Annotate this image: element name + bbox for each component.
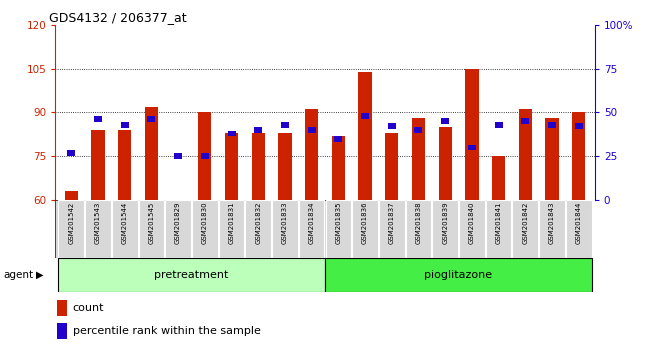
- Bar: [85, 200, 111, 258]
- Bar: [326, 200, 351, 258]
- Bar: [495, 122, 502, 127]
- Bar: [432, 200, 458, 258]
- Text: GSM201834: GSM201834: [309, 202, 315, 244]
- Bar: [148, 116, 155, 122]
- Bar: [459, 200, 485, 258]
- Text: GDS4132 / 206377_at: GDS4132 / 206377_at: [49, 11, 187, 24]
- Text: GSM201843: GSM201843: [549, 202, 555, 244]
- Bar: [138, 200, 164, 258]
- Text: pretreatment: pretreatment: [154, 270, 229, 280]
- Text: GSM201839: GSM201839: [442, 202, 448, 244]
- Text: GSM201542: GSM201542: [68, 202, 74, 244]
- Bar: [305, 109, 318, 200]
- Bar: [57, 300, 68, 316]
- Text: GSM201842: GSM201842: [523, 202, 528, 244]
- Bar: [519, 109, 532, 200]
- Text: pioglitazone: pioglitazone: [424, 270, 493, 280]
- Bar: [512, 200, 538, 258]
- Text: ▶: ▶: [36, 270, 44, 280]
- Bar: [572, 113, 586, 200]
- Bar: [521, 118, 529, 124]
- Bar: [112, 200, 138, 258]
- Text: GSM201833: GSM201833: [282, 202, 288, 244]
- Bar: [406, 200, 432, 258]
- Bar: [165, 200, 191, 258]
- Bar: [118, 130, 131, 200]
- Bar: [272, 200, 298, 258]
- Bar: [412, 118, 425, 200]
- Text: agent: agent: [3, 270, 33, 280]
- Bar: [246, 200, 271, 258]
- Bar: [281, 122, 289, 127]
- Bar: [254, 127, 262, 133]
- Bar: [388, 124, 396, 129]
- Bar: [358, 72, 372, 200]
- Bar: [198, 113, 211, 200]
- Text: GSM201830: GSM201830: [202, 202, 208, 244]
- Bar: [352, 200, 378, 258]
- Text: count: count: [73, 303, 104, 313]
- Bar: [545, 118, 559, 200]
- Bar: [379, 200, 404, 258]
- Text: GSM201836: GSM201836: [362, 202, 368, 244]
- Bar: [278, 133, 292, 200]
- Bar: [548, 122, 556, 127]
- Bar: [325, 258, 592, 292]
- Bar: [94, 116, 102, 122]
- Bar: [540, 200, 565, 258]
- Bar: [332, 136, 345, 200]
- Bar: [64, 191, 78, 200]
- Bar: [227, 131, 235, 136]
- Bar: [385, 133, 398, 200]
- Bar: [486, 200, 512, 258]
- Bar: [225, 133, 238, 200]
- Bar: [91, 130, 105, 200]
- Text: GSM201841: GSM201841: [495, 202, 502, 244]
- Text: GSM201838: GSM201838: [415, 202, 421, 244]
- Bar: [307, 127, 316, 133]
- Text: GSM201545: GSM201545: [148, 202, 155, 244]
- Bar: [192, 200, 218, 258]
- Text: GSM201835: GSM201835: [335, 202, 341, 244]
- Bar: [361, 113, 369, 119]
- Bar: [575, 124, 583, 129]
- Bar: [57, 323, 68, 339]
- Bar: [566, 200, 592, 258]
- Bar: [492, 156, 505, 200]
- Text: GSM201544: GSM201544: [122, 202, 127, 244]
- Bar: [67, 150, 75, 156]
- Bar: [415, 127, 422, 133]
- Text: GSM201837: GSM201837: [389, 202, 395, 244]
- Bar: [58, 258, 325, 292]
- Bar: [58, 200, 84, 258]
- Bar: [468, 144, 476, 150]
- Bar: [252, 133, 265, 200]
- Bar: [299, 200, 324, 258]
- Bar: [441, 118, 449, 124]
- Bar: [201, 153, 209, 159]
- Text: GSM201840: GSM201840: [469, 202, 475, 244]
- Bar: [174, 153, 182, 159]
- Text: GSM201831: GSM201831: [229, 202, 235, 244]
- Bar: [334, 136, 343, 142]
- Text: percentile rank within the sample: percentile rank within the sample: [73, 326, 261, 336]
- Bar: [218, 200, 244, 258]
- Text: GSM201832: GSM201832: [255, 202, 261, 244]
- Bar: [465, 69, 478, 200]
- Text: GSM201829: GSM201829: [175, 202, 181, 244]
- Bar: [145, 107, 158, 200]
- Text: GSM201844: GSM201844: [576, 202, 582, 244]
- Text: GSM201543: GSM201543: [95, 202, 101, 244]
- Bar: [439, 127, 452, 200]
- Bar: [121, 122, 129, 127]
